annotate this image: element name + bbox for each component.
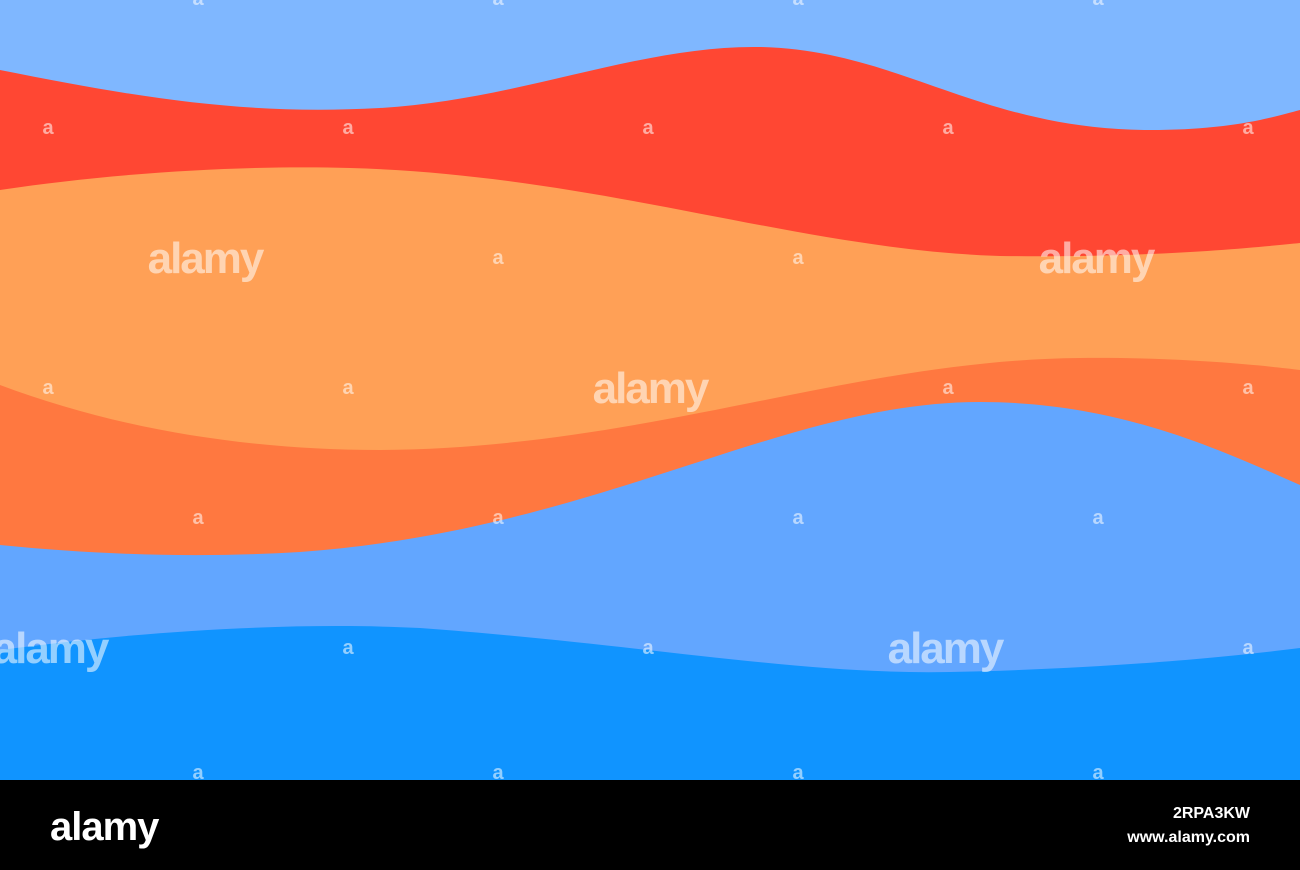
watermark-mark: a bbox=[792, 507, 804, 529]
watermark-mark: a bbox=[492, 247, 504, 269]
watermark-mark: a bbox=[942, 117, 954, 139]
watermark-mark: a bbox=[42, 117, 54, 139]
watermark-mark: a bbox=[192, 762, 204, 784]
watermark: alamy bbox=[593, 364, 710, 413]
watermark-mark: a bbox=[642, 637, 654, 659]
watermark-mark: a bbox=[492, 762, 504, 784]
watermarks: alamy alamy alamy alamy alamy a a a a a a a a a a a a a a a… bbox=[0, 0, 1254, 784]
watermark-mark: a bbox=[792, 762, 804, 784]
watermark-mark: a bbox=[492, 507, 504, 529]
watermark-mark: a bbox=[42, 377, 54, 399]
bright-blue-wave bbox=[0, 626, 1300, 780]
watermark-mark: a bbox=[342, 377, 354, 399]
watermark-mark: a bbox=[792, 247, 804, 269]
watermark-mark: a bbox=[1242, 377, 1254, 399]
watermark-mark: a bbox=[342, 637, 354, 659]
watermark-mark: a bbox=[192, 0, 204, 10]
watermark-mark: a bbox=[1092, 0, 1104, 10]
watermark: alamy bbox=[148, 234, 265, 283]
watermark-mark: a bbox=[342, 117, 354, 139]
watermark-mark: a bbox=[192, 507, 204, 529]
site-url: www.alamy.com bbox=[1126, 829, 1250, 846]
footer-logo: alamy bbox=[50, 805, 160, 849]
footer-bar bbox=[0, 780, 1300, 870]
watermark-mark: a bbox=[642, 117, 654, 139]
watermark-mark: a bbox=[1092, 507, 1104, 529]
watermark: alamy bbox=[0, 624, 110, 673]
watermark-mark: a bbox=[1242, 637, 1254, 659]
watermark-mark: a bbox=[492, 0, 504, 10]
image-id: 2RPA3KW bbox=[1173, 805, 1251, 822]
watermark-mark: a bbox=[1242, 117, 1254, 139]
watermark: alamy bbox=[888, 624, 1005, 673]
watermark-mark: a bbox=[792, 0, 804, 10]
watermark: alamy bbox=[1039, 234, 1156, 283]
watermark-mark: a bbox=[1092, 762, 1104, 784]
watermark-mark: a bbox=[942, 377, 954, 399]
